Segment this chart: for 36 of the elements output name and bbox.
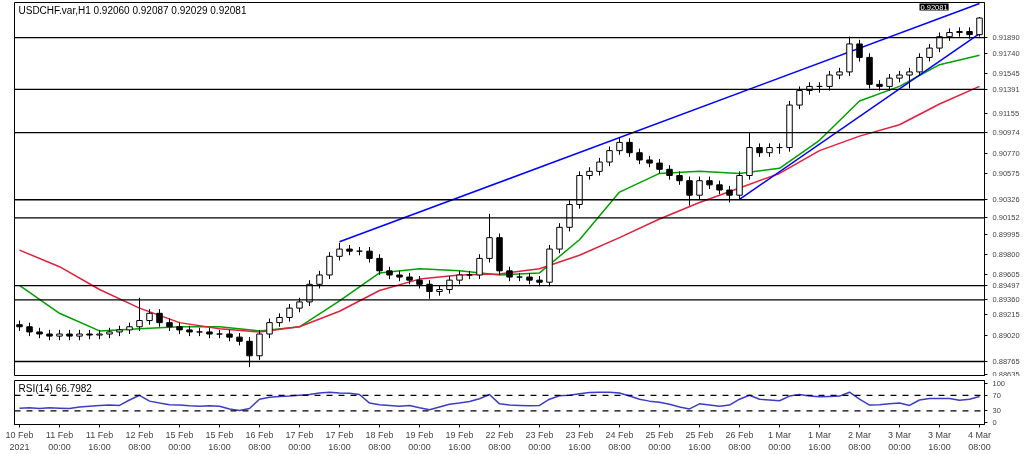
x-tick-label: 16 Feb 08:00	[245, 429, 274, 452]
chart-title: USDCHF.var,H1 0.92060 0.92087 0.92029 0.92081	[18, 4, 247, 16]
x-tick-label: 25 Feb 00:00	[645, 429, 674, 452]
candlestick	[326, 251, 333, 280]
x-tick-label: 17 Feb 16:00	[325, 429, 354, 452]
x-tick-label: 23 Feb 16:00	[565, 429, 594, 452]
candlestick	[556, 222, 563, 254]
chart-title: RSI(14) 66.7982	[18, 382, 93, 394]
x-tick-label: 2 Mar 08:00	[848, 429, 872, 452]
x-tick-label: 11 Feb 00:00	[45, 429, 74, 452]
x-tick-label: 11 Feb 16:00	[85, 429, 114, 452]
x-tick-label: 17 Feb 00:00	[285, 429, 314, 452]
x-tick-label: 1 Mar 00:00	[768, 429, 792, 452]
x-tick-label: 15 Feb 16:00	[205, 429, 234, 452]
x-tick-label: 22 Feb 08:00	[485, 429, 514, 452]
candlestick	[916, 52, 923, 77]
x-tick-label: 10 Feb 2021	[5, 429, 34, 452]
x-tick-label: 26 Feb 08:00	[725, 429, 754, 452]
x-tick-label: 4 Mar 08:00	[968, 429, 992, 452]
x-tick-label: 19 Feb 00:00	[405, 429, 434, 452]
x-tick-label: 1 Mar 16:00	[808, 429, 832, 452]
x-tick-label: 19 Feb 16:00	[445, 429, 474, 452]
x-tick-label: 3 Mar 00:00	[888, 429, 912, 452]
x-tick-label: 3 Mar 16:00	[928, 429, 952, 452]
x-tick-label: 23 Feb 00:00	[525, 429, 554, 452]
candlestick	[266, 317, 273, 339]
candlestick	[606, 146, 613, 167]
candlestick	[626, 137, 633, 158]
candlestick	[376, 253, 383, 276]
x-tick-label: 25 Feb 16:00	[685, 429, 714, 452]
candlestick	[856, 39, 863, 63]
x-tick-label: 18 Feb 08:00	[365, 429, 394, 452]
x-tick-label: 12 Feb 08:00	[125, 429, 154, 452]
x-tick-label: 15 Feb 00:00	[165, 429, 194, 452]
x-tick-label: 24 Feb 08:00	[605, 429, 634, 452]
candlestick	[476, 253, 483, 280]
